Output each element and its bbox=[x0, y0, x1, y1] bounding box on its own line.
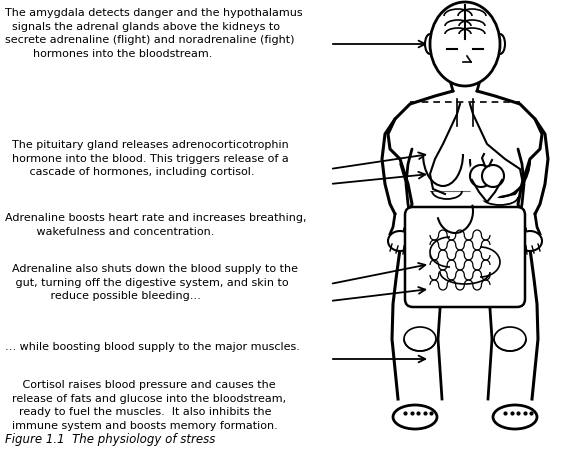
Ellipse shape bbox=[388, 231, 412, 252]
Ellipse shape bbox=[430, 3, 500, 87]
Text: The pituitary gland releases adrenocorticotrophin
  hormone into the blood. This: The pituitary gland releases adrenocorti… bbox=[5, 140, 289, 177]
Ellipse shape bbox=[494, 327, 526, 351]
Text: Cortisol raises blood pressure and causes the
  release of fats and glucose into: Cortisol raises blood pressure and cause… bbox=[5, 379, 286, 430]
Ellipse shape bbox=[404, 327, 436, 351]
Ellipse shape bbox=[518, 231, 542, 252]
Ellipse shape bbox=[493, 405, 537, 429]
Ellipse shape bbox=[467, 157, 507, 202]
Text: Adrenaline boosts heart rate and increases breathing,
         wakefulness and c: Adrenaline boosts heart rate and increas… bbox=[5, 213, 307, 236]
Text: Figure 1.1  The physiology of stress: Figure 1.1 The physiology of stress bbox=[5, 432, 215, 445]
FancyBboxPatch shape bbox=[405, 207, 525, 308]
Ellipse shape bbox=[393, 405, 437, 429]
Text: … while boosting blood supply to the major muscles.: … while boosting blood supply to the maj… bbox=[5, 341, 300, 351]
Text: The amygdala detects danger and the hypothalamus
  signals the adrenal glands ab: The amygdala detects danger and the hypo… bbox=[5, 8, 302, 59]
Ellipse shape bbox=[470, 166, 492, 188]
Ellipse shape bbox=[482, 166, 504, 188]
Text: Adrenaline also shuts down the blood supply to the
   gut, turning off the diges: Adrenaline also shuts down the blood sup… bbox=[5, 263, 298, 301]
